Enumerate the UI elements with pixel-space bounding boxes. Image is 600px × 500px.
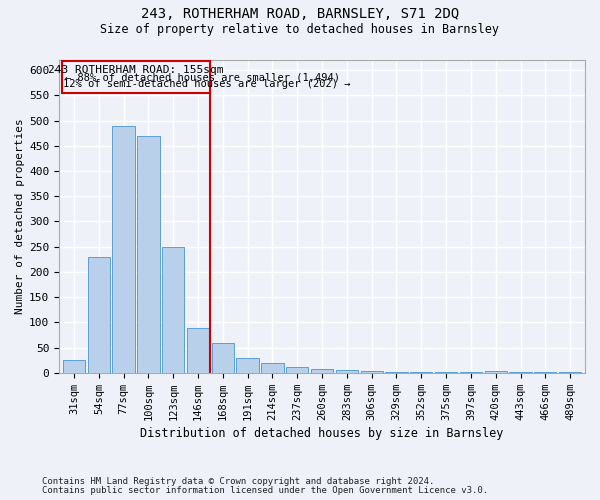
Bar <box>261 362 284 373</box>
Bar <box>435 372 457 373</box>
Bar <box>162 246 184 373</box>
Bar <box>361 371 383 373</box>
Bar <box>311 369 333 373</box>
Bar <box>559 372 581 373</box>
Text: 12% of semi-detached houses are larger (202) →: 12% of semi-detached houses are larger (… <box>63 79 350 89</box>
Bar <box>236 358 259 373</box>
Y-axis label: Number of detached properties: Number of detached properties <box>15 118 25 314</box>
Bar <box>212 342 234 373</box>
Bar <box>509 372 532 373</box>
Text: ← 88% of detached houses are smaller (1,494): ← 88% of detached houses are smaller (1,… <box>65 72 340 82</box>
Bar <box>534 372 556 373</box>
Text: Size of property relative to detached houses in Barnsley: Size of property relative to detached ho… <box>101 24 499 36</box>
Bar <box>336 370 358 373</box>
Bar <box>286 368 308 373</box>
X-axis label: Distribution of detached houses by size in Barnsley: Distribution of detached houses by size … <box>140 427 504 440</box>
Bar <box>485 372 507 373</box>
Text: 243 ROTHERHAM ROAD: 155sqm: 243 ROTHERHAM ROAD: 155sqm <box>48 65 224 75</box>
Text: Contains public sector information licensed under the Open Government Licence v3: Contains public sector information licen… <box>42 486 488 495</box>
Bar <box>62 61 211 93</box>
Bar <box>137 136 160 373</box>
Text: 243, ROTHERHAM ROAD, BARNSLEY, S71 2DQ: 243, ROTHERHAM ROAD, BARNSLEY, S71 2DQ <box>141 8 459 22</box>
Bar <box>410 372 433 373</box>
Bar <box>385 372 407 373</box>
Bar <box>88 257 110 373</box>
Bar <box>63 360 85 373</box>
Bar <box>460 372 482 373</box>
Bar <box>112 126 135 373</box>
Bar <box>187 328 209 373</box>
Text: Contains HM Land Registry data © Crown copyright and database right 2024.: Contains HM Land Registry data © Crown c… <box>42 477 434 486</box>
